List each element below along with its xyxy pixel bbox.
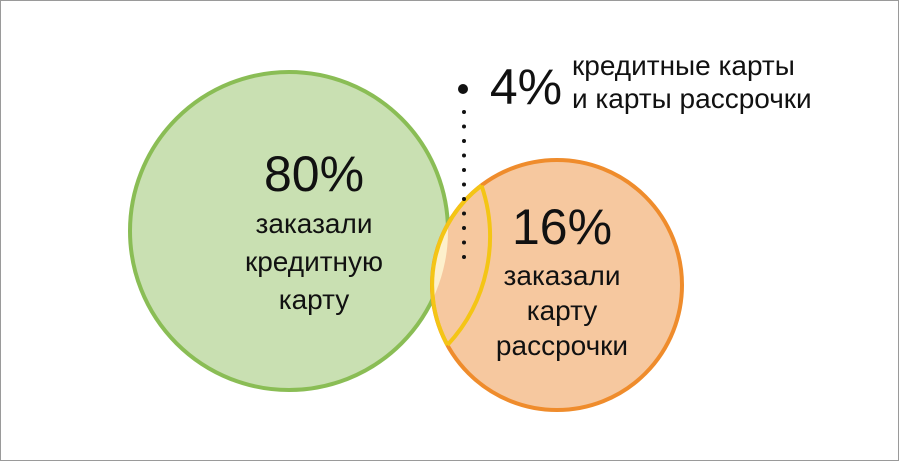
leader-dot (462, 226, 466, 230)
leader-dots (458, 84, 468, 259)
credit-card-label-line-1: заказали (255, 208, 373, 239)
leader-dot (462, 110, 466, 114)
overlap-edge-left (430, 183, 483, 346)
leader-dot (462, 168, 466, 172)
credit-card-label-line-2: кредитную (244, 246, 384, 277)
installment-card-label-line-3: рассрочки (495, 330, 629, 361)
leader-dot (462, 255, 466, 259)
leader-dot (462, 124, 466, 129)
overlap-percent: 4% (489, 59, 563, 115)
overlap-edge-right (446, 184, 492, 347)
overlap-label-line-2: и карты рассрочки (572, 83, 812, 114)
leader-anchor-dot (458, 84, 468, 94)
leader-dot (462, 240, 466, 245)
installment-card-percent: 16% (511, 199, 613, 255)
installment-card-label-line-2: карту (526, 295, 598, 326)
leader-dot (462, 182, 466, 187)
leader-dot (462, 139, 466, 143)
leader-dot (462, 153, 466, 158)
leader-dot (462, 197, 466, 201)
credit-card-label-line-3: карту (278, 284, 350, 315)
overlap-label-line-1: кредитные карты (572, 50, 795, 81)
credit-card-percent: 80% (263, 146, 365, 202)
leader-dot (462, 211, 466, 216)
installment-card-label-line-1: заказали (503, 260, 621, 291)
